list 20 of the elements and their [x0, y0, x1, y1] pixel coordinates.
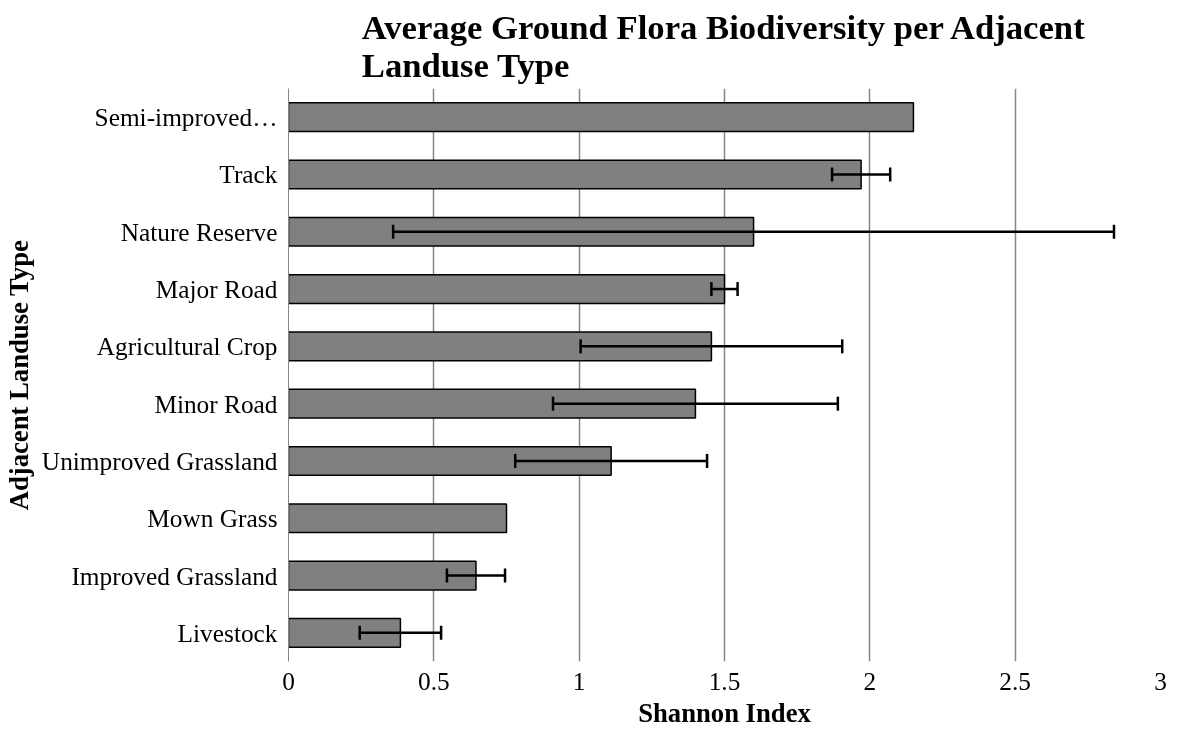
- y-tick-label: Track: [219, 160, 278, 189]
- y-tick-label: Minor Road: [154, 389, 278, 418]
- y-tick-label: Livestock: [177, 618, 278, 647]
- y-tick-label: Agricultural Crop: [96, 332, 278, 361]
- x-tick-label: 0.5: [418, 666, 450, 695]
- y-tick-label: Major Road: [155, 275, 278, 304]
- y-tick-label: Nature Reserve: [120, 217, 278, 246]
- x-axis-title: Shannon Index: [638, 697, 812, 728]
- y-tick-label: Semi-improved…: [94, 103, 278, 132]
- y-tick-label: Unimproved Grassland: [41, 446, 278, 475]
- x-tick-label: 1.5: [708, 666, 741, 695]
- chart-title: Average Ground Flora Biodiversity per Adjacent Landuse Type: [361, 7, 1086, 84]
- y-axis-title: Adjacent Landuse Type: [3, 240, 34, 511]
- x-tick-label: 2.5: [999, 666, 1032, 695]
- x-tick-label: 0: [282, 666, 295, 695]
- x-tick-label: 2: [863, 666, 877, 695]
- y-tick-label: Improved Grassland: [71, 561, 278, 590]
- y-tick-label: Mown Grass: [147, 504, 278, 533]
- x-tick-label: 3: [1154, 666, 1167, 695]
- x-tick-label: 1: [572, 666, 586, 695]
